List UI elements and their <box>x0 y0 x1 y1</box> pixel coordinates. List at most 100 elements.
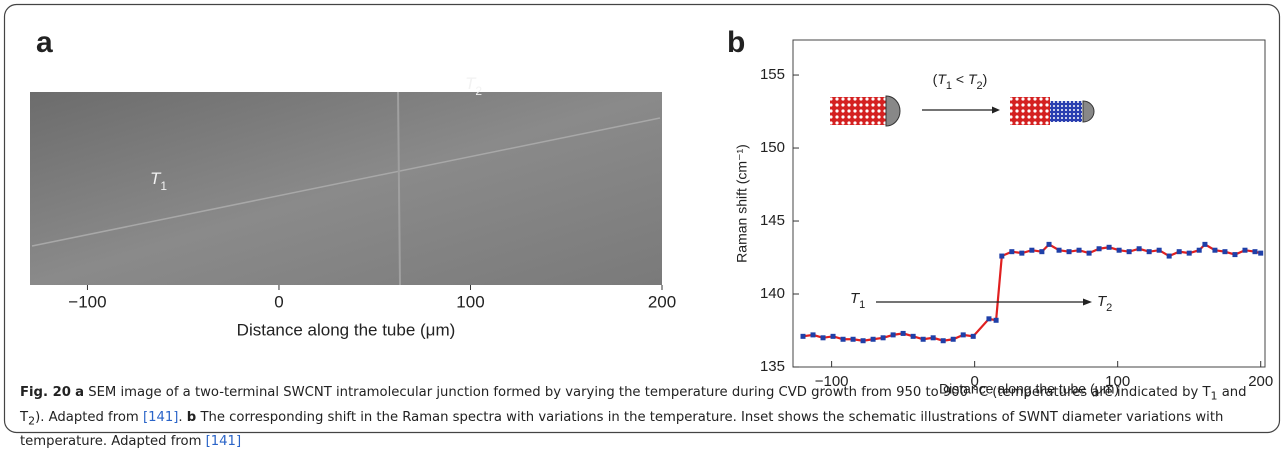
catalyst <box>885 95 901 127</box>
x-tick-label: 0 <box>970 373 978 390</box>
series-line <box>802 242 1261 342</box>
marker <box>820 335 826 341</box>
text-part: T <box>1097 293 1108 310</box>
y-tick-label: 135 <box>760 358 785 375</box>
x-tick-label: 100 <box>456 292 484 311</box>
marker <box>960 332 966 338</box>
x-tick-label: 200 <box>1248 373 1273 390</box>
marker <box>840 336 846 342</box>
x-tick-label: −100 <box>68 292 106 311</box>
marker <box>860 338 866 344</box>
text-part: ) <box>983 71 988 87</box>
inset <box>830 95 1095 127</box>
caption-part: a <box>75 385 85 400</box>
marker <box>1196 247 1202 253</box>
marker <box>940 338 946 344</box>
y-tick-label: 155 <box>760 66 785 83</box>
marker <box>993 317 999 323</box>
marker <box>1039 249 1045 255</box>
tube <box>1050 101 1082 122</box>
caption-part: b <box>186 409 197 425</box>
panel-label: a <box>36 26 53 59</box>
marker <box>986 316 992 322</box>
nanotube <box>31 117 661 247</box>
x-tick-label: 200 <box>648 292 676 311</box>
panel-a-axis: −100 0 100 200 Distance along the tube (μm) T… <box>68 74 676 339</box>
marker <box>850 336 856 342</box>
marker <box>1106 244 1112 250</box>
marker <box>1076 247 1082 253</box>
figure: a −100 0 100 200 Distance along the tube (μm… <box>3 3 1281 434</box>
x-axis-label: Distance along the tube (μm) <box>237 320 456 339</box>
marker <box>800 333 806 339</box>
text-part: 2 <box>1106 302 1112 314</box>
marker <box>890 332 896 338</box>
arrowhead <box>1083 298 1092 306</box>
marker <box>1136 246 1142 252</box>
text-part: 2 <box>475 84 482 98</box>
caption-part: . <box>178 409 187 425</box>
rich-text: T2 <box>1097 293 1112 314</box>
marker <box>920 336 926 342</box>
text-part: T <box>968 71 978 87</box>
marker <box>1202 241 1208 247</box>
marker <box>880 335 886 341</box>
x-axis-label: Distance along the tube (μm) <box>939 381 1119 397</box>
y-tick-label: 140 <box>760 285 785 302</box>
catalyst <box>1082 100 1095 123</box>
caption-part: The corresponding shift in the Raman spe… <box>20 409 1224 450</box>
arrowhead <box>992 106 1000 114</box>
marker <box>1056 247 1062 253</box>
chart: 135 140 145 150 155 −100 0 100 200 Distance along… <box>734 39 1273 397</box>
text-part: T <box>150 169 162 188</box>
marker <box>910 333 916 339</box>
caption-part: and T <box>20 385 1247 425</box>
text-part: 1 <box>946 80 952 92</box>
caption-part: 2 <box>28 414 36 428</box>
tube <box>1010 97 1050 125</box>
marker <box>1166 253 1172 259</box>
text-part: 1 <box>859 299 865 311</box>
text-part: T <box>465 74 477 93</box>
image-label: T2 <box>465 74 482 98</box>
marker <box>1019 250 1025 256</box>
rich-text: T1 <box>850 290 865 311</box>
y-tick-label: 145 <box>760 212 785 229</box>
text-part: T <box>850 290 861 307</box>
x-tick-label: 100 <box>1105 373 1130 390</box>
x-tick-label: 0 <box>274 292 283 311</box>
rich-text: (T1 < T2) <box>933 71 988 92</box>
marker <box>970 333 976 339</box>
page: a −100 0 100 200 Distance along the tube (μm… <box>3 3 1281 449</box>
text-part: 1 <box>160 179 167 193</box>
y-axis-label: Raman shift (cm⁻¹) <box>734 144 750 263</box>
plot-frame <box>792 39 1266 368</box>
marker <box>1232 252 1238 258</box>
panel-label: b <box>727 26 745 59</box>
marker <box>830 333 836 339</box>
marker <box>1116 247 1122 253</box>
marker <box>1046 241 1052 247</box>
caption-part: Fig. 20 <box>20 385 71 400</box>
marker <box>950 336 956 342</box>
marker <box>900 330 906 336</box>
sem-image <box>30 92 662 285</box>
y-tick-label: 150 <box>760 139 785 156</box>
tube <box>830 97 886 125</box>
marker <box>1009 249 1015 255</box>
marker <box>810 332 816 338</box>
caption-part: SEM image of a two-terminal SWCNT intram… <box>84 385 1211 400</box>
text-part: T <box>937 71 947 87</box>
marker <box>1126 249 1132 255</box>
caption: Fig. 20 a SEM image of a two-terminal SW… <box>20 382 1265 452</box>
caption-part: ). Adapted from <box>35 409 143 425</box>
marker <box>999 253 1005 259</box>
marker <box>1096 246 1102 252</box>
marker <box>1086 250 1092 256</box>
caption-part[interactable]: [141] <box>142 409 179 425</box>
caption-part[interactable]: [141] <box>205 434 242 450</box>
marker <box>870 336 876 342</box>
electrode-edge <box>397 91 401 286</box>
text-part: < <box>952 71 968 87</box>
marker <box>1252 249 1258 255</box>
